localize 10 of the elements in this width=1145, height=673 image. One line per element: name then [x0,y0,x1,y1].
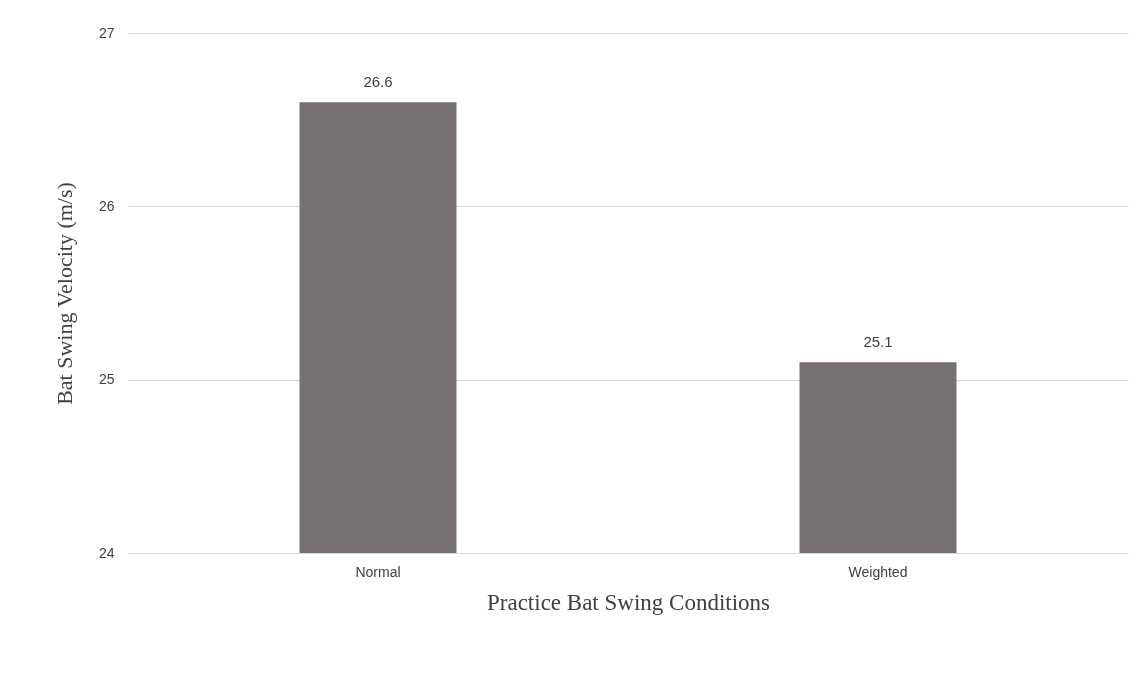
data-label: 25.1 [863,333,893,351]
y-tick-label: 24 [98,544,115,561]
y-tick-label: 25 [98,371,115,388]
y-axis-title: Bat Swing Velocity (m/s) [51,182,77,405]
x-tick-label: Weighted [848,563,908,580]
y-tick-label: 26 [98,197,115,214]
y-tick-label: 27 [98,24,115,41]
data-label: 26.6 [363,73,393,91]
x-tick-label: Normal [355,563,401,580]
x-axis-title: Practice Bat Swing Conditions [486,589,771,615]
